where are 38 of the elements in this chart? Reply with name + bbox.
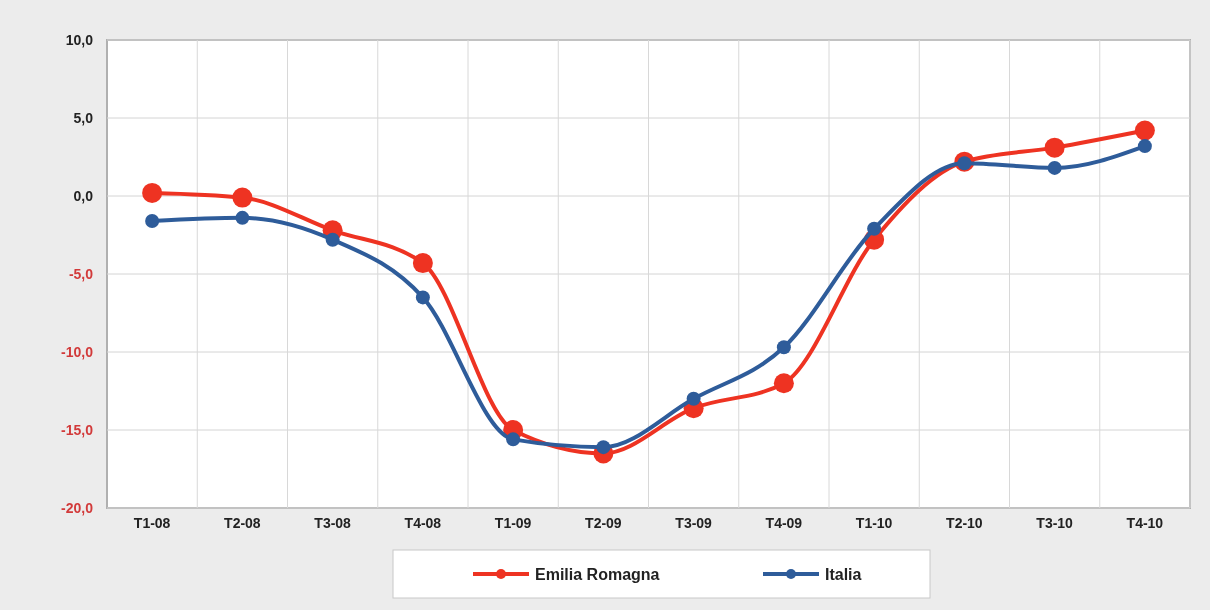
x-tick-label: T2-10 <box>946 515 983 531</box>
point <box>232 187 253 208</box>
x-tick-label: T3-10 <box>1036 515 1074 531</box>
point <box>1047 160 1062 175</box>
legend-label: Italia <box>825 565 862 583</box>
point <box>1044 137 1065 158</box>
x-tick-label: T1-09 <box>494 515 532 531</box>
y-tick-label: 0,0 <box>73 187 94 204</box>
x-tick-label: T3-09 <box>675 515 713 531</box>
x-tick-label: T4-09 <box>765 515 803 531</box>
y-tick-label: 10,0 <box>65 31 94 48</box>
y-tick-label: -15,0 <box>61 421 94 438</box>
point <box>506 432 521 447</box>
point <box>773 373 794 394</box>
point <box>142 182 163 203</box>
point <box>867 221 882 236</box>
x-tick-label: T2-08 <box>224 515 261 531</box>
point <box>145 213 160 228</box>
y-tick-label: -5,0 <box>68 265 94 282</box>
x-tick-label: T3-08 <box>314 515 352 531</box>
point <box>412 253 433 274</box>
x-tick-label: T2-09 <box>585 515 622 531</box>
point <box>235 210 250 225</box>
point <box>325 232 340 247</box>
point <box>686 391 701 406</box>
point <box>776 340 791 355</box>
x-tick-label: T1-10 <box>855 515 893 531</box>
y-tick-label: -10,0 <box>61 343 94 360</box>
point <box>415 290 430 305</box>
x-tick-label: T4-08 <box>404 515 442 531</box>
x-tick-label: T1-08 <box>133 515 171 531</box>
legend-label: Emilia Romagna <box>535 565 660 583</box>
point <box>1134 120 1155 141</box>
y-tick-label: 5,0 <box>73 109 94 126</box>
x-tick-label: T4-10 <box>1126 515 1164 531</box>
point <box>1137 139 1152 154</box>
point <box>596 440 611 455</box>
y-tick-label: -20,0 <box>61 499 94 516</box>
